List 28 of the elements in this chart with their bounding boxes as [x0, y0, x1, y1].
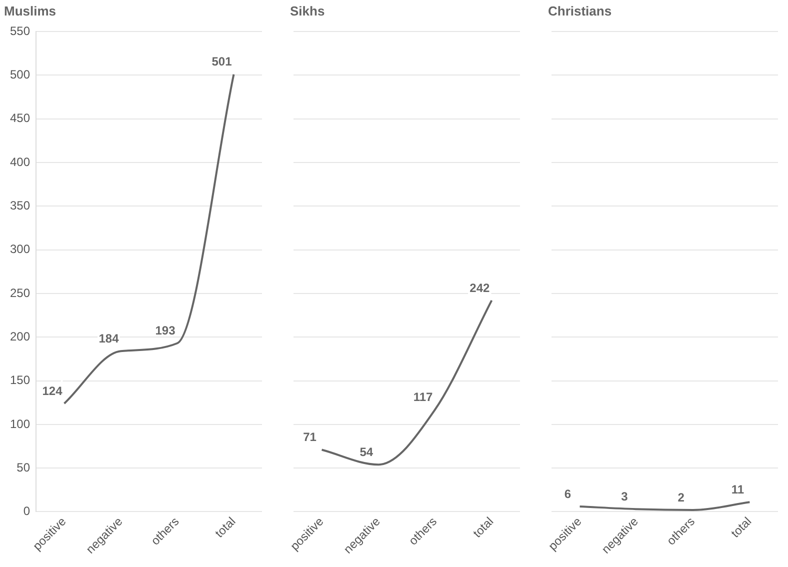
- chart-title: Christians: [548, 3, 612, 18]
- y-tick-label: 450: [10, 111, 30, 126]
- data-label: 2: [678, 490, 685, 504]
- y-tick-label: 500: [10, 68, 30, 82]
- data-label: 501: [212, 54, 232, 69]
- y-tick-label: 0: [23, 504, 30, 518]
- y-tick-label: 350: [10, 198, 30, 213]
- data-label: 54: [360, 444, 374, 459]
- line-series: [63, 73, 235, 404]
- data-label: 193: [155, 324, 176, 338]
- chart-title: Sikhs: [290, 3, 325, 18]
- data-label: 6: [564, 486, 572, 501]
- data-label: 124: [42, 384, 63, 398]
- y-tick-label: 300: [10, 242, 30, 256]
- data-label: 3: [621, 489, 628, 504]
- y-tick-label: 400: [10, 154, 30, 169]
- chart-title: Muslims: [4, 3, 56, 18]
- data-label: 117: [413, 390, 434, 404]
- data-label: 71: [303, 430, 317, 444]
- y-tick-label: 550: [10, 24, 30, 38]
- y-tick-label: 200: [10, 329, 30, 344]
- data-label: 242: [470, 280, 490, 295]
- y-tick-label: 100: [10, 416, 30, 431]
- data-label: 184: [98, 331, 120, 346]
- y-tick-label: 50: [16, 460, 30, 474]
- y-tick-label: 150: [10, 373, 30, 388]
- data-label: 11: [731, 482, 744, 496]
- y-tick-label: 250: [10, 286, 30, 300]
